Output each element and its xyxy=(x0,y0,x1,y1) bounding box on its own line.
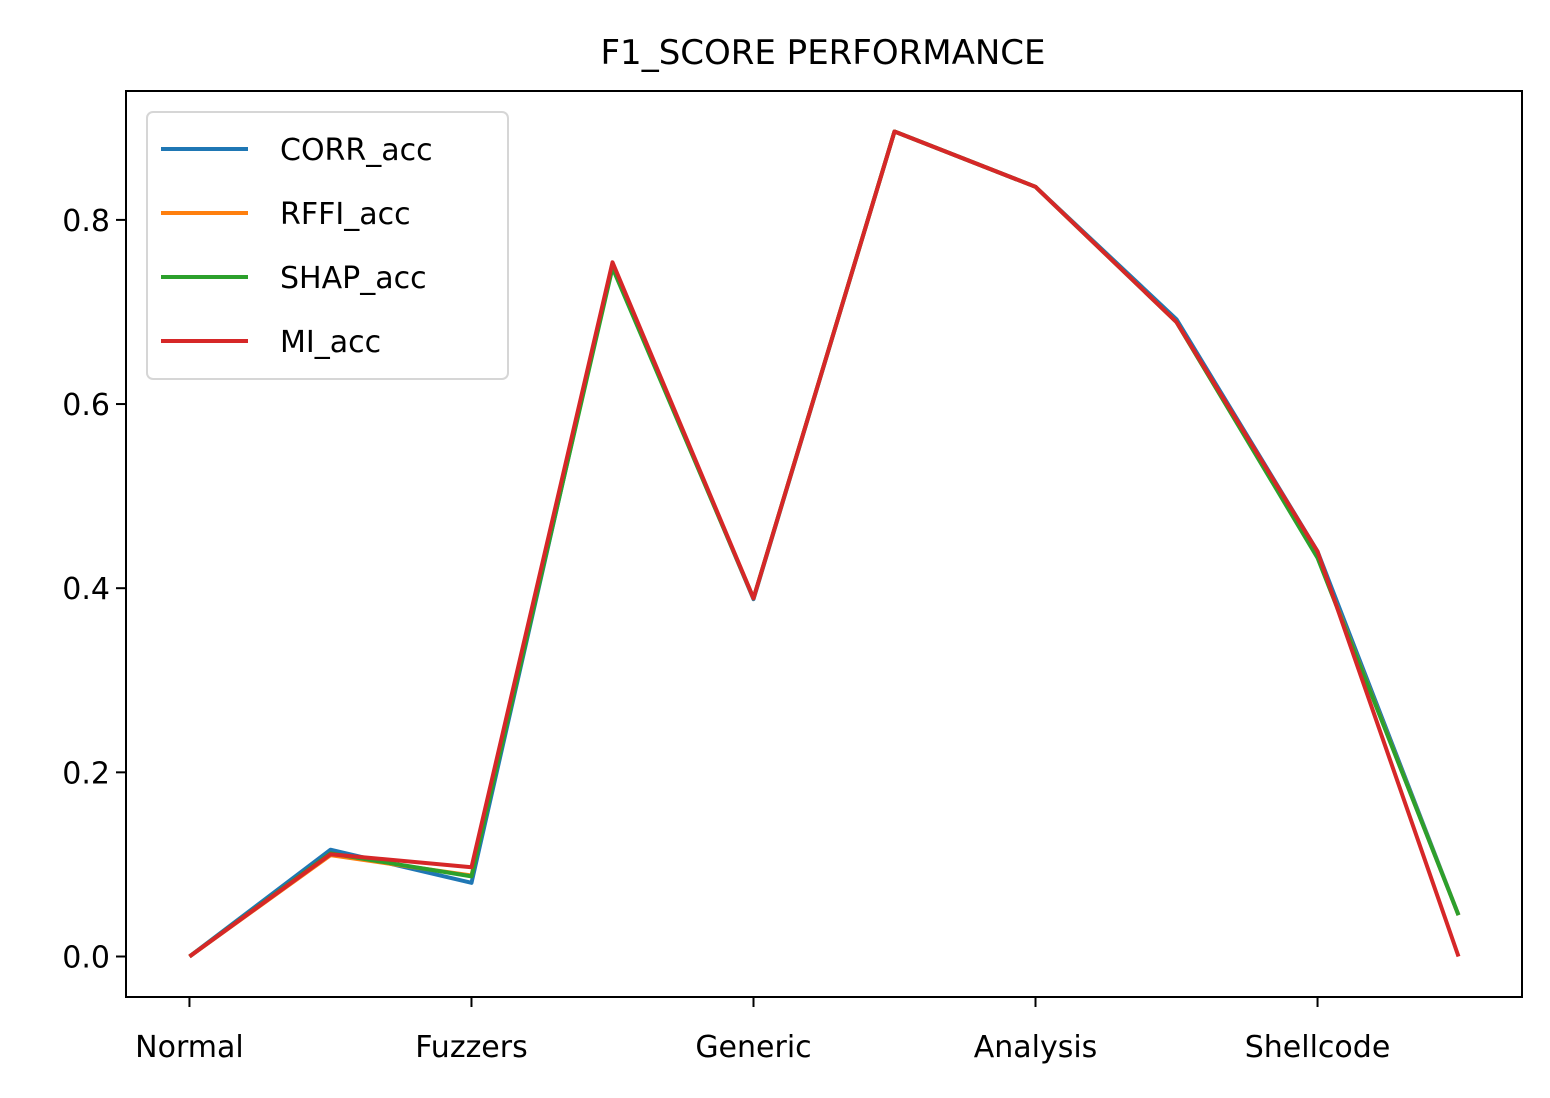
y-tick-label: 0.8 xyxy=(62,204,110,239)
legend-label: CORR_acc xyxy=(280,133,433,168)
x-tick-label: Fuzzers xyxy=(415,1030,528,1065)
legend-box xyxy=(146,111,509,380)
x-tick-label: Shellcode xyxy=(1245,1030,1391,1065)
chart-title: F1_SCORE PERFORMANCE xyxy=(601,33,1046,73)
series-lines xyxy=(188,129,1461,959)
legend-label: SHAP_acc xyxy=(280,261,427,296)
plot-area-frame xyxy=(125,90,1523,998)
x-tick-label: Analysis xyxy=(974,1030,1098,1065)
legend-label: MI_acc xyxy=(280,325,381,360)
x-tick-label: Normal xyxy=(135,1030,244,1065)
y-axis: 0.0 0.2 0.4 0.6 0.8 xyxy=(62,204,126,975)
x-tick-label: Generic xyxy=(695,1030,811,1065)
y-tick-label: 0.4 xyxy=(62,572,110,607)
legend-label: RFFI_acc xyxy=(280,197,411,232)
series-line-mi-acc xyxy=(188,129,1461,959)
x-axis: Normal Fuzzers Generic Analysis Shellcode xyxy=(135,997,1390,1065)
y-tick-label: 0.2 xyxy=(62,756,110,791)
legend: CORR_acc RFFI_acc SHAP_acc MI_acc xyxy=(146,111,509,380)
y-tick-label: 0.6 xyxy=(62,388,110,423)
y-tick-label: 0.0 xyxy=(62,940,110,975)
